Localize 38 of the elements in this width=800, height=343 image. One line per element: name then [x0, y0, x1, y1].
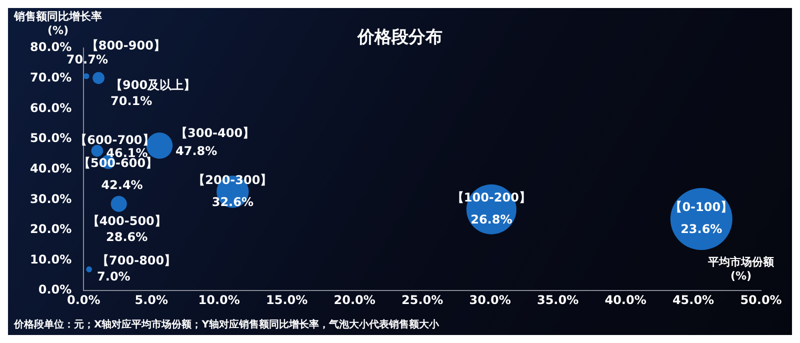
y-tick-label: 20.0%	[30, 222, 72, 236]
x-tick-label: 5.0%	[134, 292, 168, 307]
series-label: 【600-700】	[75, 132, 154, 147]
y-tick-label: 80.0%	[30, 40, 72, 54]
y-tick-label: 60.0%	[30, 100, 72, 115]
data-label: 23.6%	[680, 222, 722, 236]
y-tick-label: 30.0%	[30, 192, 72, 206]
data-label: 42.4%	[101, 178, 143, 192]
data-label: 70.1%	[110, 94, 152, 108]
data-label: 26.8%	[470, 212, 512, 226]
text: 价格段单位：元；X轴对应平均市场份额；Y轴对应销售额同比增长率，气泡大小代表销售额大小	[13, 318, 440, 331]
x-tick-label: 20.0%	[334, 292, 376, 307]
x-tick-label: 0.0%	[66, 292, 100, 307]
series-label: 【700-800】	[97, 253, 176, 268]
x-axis-title: 平均市场份额 (%)	[707, 255, 775, 282]
y-tick-label: 10.0%	[30, 252, 72, 266]
x-tick-label: 45.0%	[672, 292, 714, 307]
x-tick-label: 25.0%	[401, 292, 444, 307]
x-tick-label: 40.0%	[604, 292, 646, 307]
chart-title: 价格段分布	[356, 27, 442, 48]
series-label: 【800-900】	[86, 38, 166, 52]
series-label: 【400-500】	[87, 214, 166, 228]
x-tick-label: 15.0%	[266, 292, 308, 307]
x-tick-label: 50.0%	[740, 292, 782, 307]
y-axis-title: 销售额同比增长率 (%)	[13, 10, 102, 37]
data-label: 70.7%	[66, 52, 108, 66]
data-label: 28.6%	[106, 230, 148, 244]
series-label: 【0-100】	[670, 200, 733, 214]
series-label: 【900及以上】	[110, 78, 196, 92]
x-tick-label: 35.0%	[536, 292, 579, 307]
y-tick-label: 50.0%	[30, 131, 72, 146]
y-tick-label: 70.0%	[30, 70, 72, 84]
y-tick-label: 40.0%	[30, 161, 72, 176]
data-label: 7.0%	[97, 269, 130, 284]
data-label: 47.8%	[175, 144, 218, 158]
series-label: 【300-400】	[175, 126, 255, 140]
x-tick-label: 10.0%	[198, 292, 240, 307]
x-tick-label: 30.0%	[469, 292, 511, 307]
